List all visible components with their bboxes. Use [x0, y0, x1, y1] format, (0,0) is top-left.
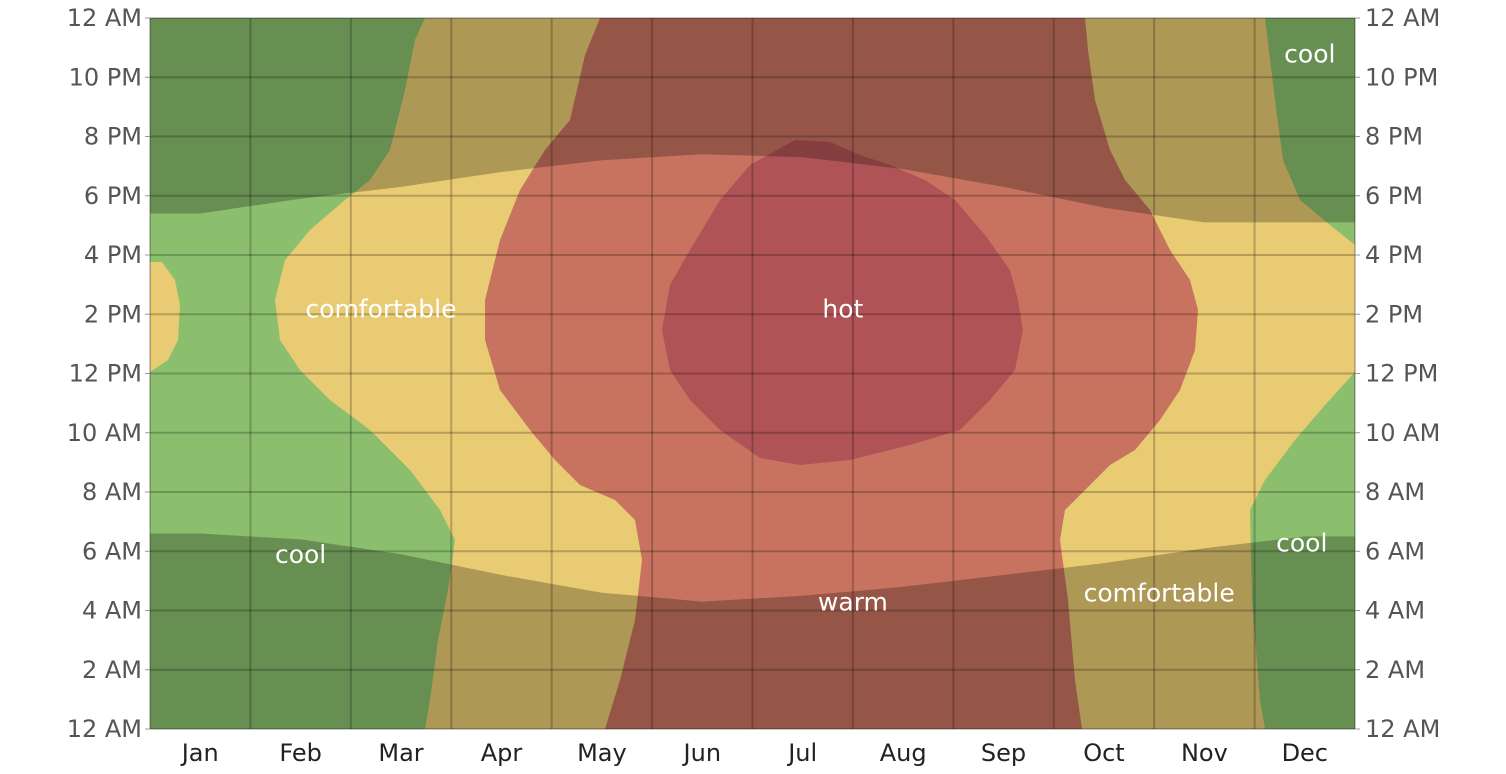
y-tick-label-right: 2 PM	[1365, 300, 1423, 328]
x-tick-label-month: Apr	[481, 739, 523, 767]
y-tick-label-left: 6 PM	[84, 182, 142, 210]
band-annotation-comfortable: comfortable	[1084, 579, 1235, 608]
y-tick-label-left: 2 PM	[84, 300, 142, 328]
x-tick-label-month: Dec	[1282, 739, 1328, 767]
x-tick-label-month: Aug	[880, 739, 927, 767]
y-tick-label-left: 6 AM	[82, 537, 142, 565]
y-tick-label-right: 6 PM	[1365, 182, 1423, 210]
band-hot	[662, 140, 1023, 465]
x-tick-label-month: Jan	[180, 739, 219, 767]
y-tick-label-right: 12 AM	[1365, 715, 1440, 743]
x-tick-label-month: Jul	[786, 739, 817, 767]
y-tick-label-right: 8 AM	[1365, 478, 1425, 506]
y-tick-label-right: 6 AM	[1365, 537, 1425, 565]
x-tick-label-month: Oct	[1083, 739, 1125, 767]
y-tick-label-left: 4 PM	[84, 241, 142, 269]
x-tick-label-month: Sep	[981, 739, 1026, 767]
y-tick-label-left: 12 AM	[67, 4, 142, 32]
y-tick-label-left: 12 AM	[67, 715, 142, 743]
y-tick-label-left: 2 AM	[82, 656, 142, 684]
y-tick-label-left: 10 PM	[69, 63, 142, 91]
y-tick-label-right: 2 AM	[1365, 656, 1425, 684]
band-annotation-hot: hot	[822, 294, 863, 323]
band-annotation-comfortable: comfortable	[305, 294, 456, 323]
x-tick-label-month: Feb	[279, 739, 322, 767]
y-tick-label-right: 4 PM	[1365, 241, 1423, 269]
night-shade-overlay	[150, 18, 1355, 729]
y-tick-label-right: 10 AM	[1365, 419, 1440, 447]
y-tick-label-right: 10 PM	[1365, 63, 1438, 91]
y-tick-label-right: 12 AM	[1365, 4, 1440, 32]
x-tick-label-month: Nov	[1181, 739, 1228, 767]
band-annotation-warm: warm	[818, 588, 888, 617]
x-tick-label-month: Mar	[378, 739, 423, 767]
y-tick-label-left: 4 AM	[82, 597, 142, 625]
y-tick-label-left: 8 AM	[82, 478, 142, 506]
y-tick-label-left: 10 AM	[67, 419, 142, 447]
y-tick-label-left: 8 PM	[84, 123, 142, 151]
x-tick-label-month: May	[577, 739, 627, 767]
x-tick-label-month: Jun	[682, 739, 722, 767]
band-annotation-cool: cool	[1276, 528, 1327, 557]
y-tick-label-right: 12 PM	[1365, 360, 1438, 388]
y-tick-label-right: 4 AM	[1365, 597, 1425, 625]
y-tick-label-right: 8 PM	[1365, 123, 1423, 151]
band-annotation-cool: cool	[275, 540, 326, 569]
y-tick-label-left: 12 PM	[69, 360, 142, 388]
band-annotation-cool: cool	[1284, 40, 1335, 69]
